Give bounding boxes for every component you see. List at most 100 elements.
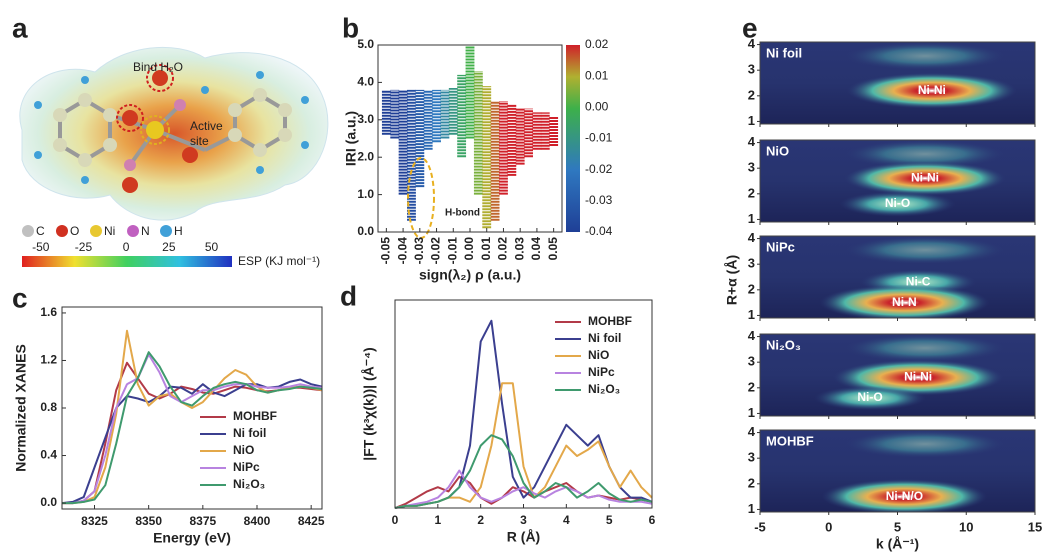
molecule-illustration	[19, 46, 329, 237]
y-tick-label: 3	[748, 354, 755, 369]
annotation: H-bond	[445, 208, 480, 219]
annotation: site	[190, 134, 209, 148]
y-axis-label: |FT (k³χ(k))| (Å⁻⁴)	[361, 347, 377, 460]
x-axis-label: k (Å⁻¹)	[876, 536, 919, 552]
y-axis-label: R+α (Å)	[724, 255, 740, 305]
y-tick-label: 5.0	[357, 37, 374, 51]
panel-name: Ni foil	[766, 45, 802, 60]
y-tick-label: 4.0	[357, 75, 374, 89]
x-tick-label: 4	[563, 513, 570, 527]
panel-name: MOHBF	[766, 433, 814, 448]
colorbar-tick-label: -0.03	[585, 193, 613, 207]
y-tick-label: 4	[748, 134, 756, 149]
series-line	[394, 469, 653, 509]
peak-label: Ni-O	[857, 390, 882, 404]
x-tick-label: 2	[477, 513, 484, 527]
x-tick-label: -0.02	[429, 237, 443, 265]
wavelet-peak	[821, 479, 988, 512]
legend-label: Ni₂O₃	[233, 477, 265, 491]
peak-label: Ni-Ni	[918, 83, 946, 97]
x-tick-label: 0	[825, 519, 832, 534]
annotation: Bind H₂O	[133, 60, 183, 74]
x-tick-label: 5	[606, 513, 613, 527]
y-tick-label: 3	[748, 450, 755, 465]
legend-label: O	[70, 224, 79, 238]
y-tick-label: 1.6	[40, 305, 57, 319]
wavelet-peak	[814, 385, 926, 411]
y-tick-label: 2	[748, 87, 755, 102]
series-line	[62, 353, 323, 505]
x-tick-label: 0	[392, 513, 399, 527]
x-axis-label: Energy (eV)	[153, 530, 231, 546]
colorbar-tick-label: 0.02	[585, 37, 609, 51]
panel-letter: e	[742, 12, 758, 43]
wavelet-panel: Ni-Ni Ni-O Ni₂O₃ 1 2 3 4	[748, 328, 1036, 420]
x-tick-label: 5	[894, 519, 901, 534]
legend-label: MOHBF	[233, 409, 277, 423]
colorbar-tick-label: -0.01	[585, 131, 613, 145]
x-tick-label: 1	[434, 513, 441, 527]
panel-letter: c	[12, 282, 28, 313]
wavelet-peak	[844, 161, 1006, 196]
colorbar-tick-label: -0.02	[585, 162, 613, 176]
x-tick-label: 3	[520, 513, 527, 527]
y-axis-label: IRI (a.u.)	[343, 111, 359, 166]
colorbar-tick-label: 0	[123, 240, 130, 254]
wavelet-streak	[845, 42, 1005, 70]
panel-name: NiO	[766, 143, 789, 158]
legend-label: NiPc	[233, 460, 260, 474]
x-tick-label: 6	[649, 513, 656, 527]
y-tick-label: 4	[748, 424, 756, 439]
y-tick-label: 2.0	[357, 149, 374, 163]
wavelet-streak	[845, 334, 1005, 362]
y-tick-label: 2	[748, 185, 755, 200]
legend-label: NiO	[233, 443, 254, 457]
y-tick-label: 1	[748, 501, 755, 516]
x-tick-label: 0.00	[462, 237, 476, 261]
x-tick-label: 8350	[135, 514, 162, 528]
legend-label: C	[36, 224, 45, 238]
wavelet-map: Ni-Ni	[760, 42, 1035, 124]
legend-label: H	[174, 224, 183, 238]
wavelet-streak	[845, 430, 1005, 458]
y-tick-label: 1	[748, 211, 755, 226]
y-tick-label: 0.8	[40, 400, 57, 414]
panel-name: Ni₂O₃	[766, 337, 801, 352]
x-tick-label: -5	[754, 519, 766, 534]
legend-label: NiPc	[588, 365, 615, 379]
wavelet-panel: Ni-Ni Ni foil 1 2 3 4	[748, 36, 1036, 128]
peak-label: Ni-N	[892, 295, 917, 309]
y-tick-label: 2	[748, 379, 755, 394]
series-line	[394, 434, 653, 509]
colorbar-tick-label: 0.00	[585, 100, 609, 114]
h-bond-outline	[407, 157, 435, 239]
x-tick-label: 0.05	[546, 237, 560, 261]
panel-letter: a	[12, 12, 28, 43]
y-tick-label: 0.0	[357, 224, 374, 238]
series-line	[394, 319, 653, 509]
x-tick-label: 0.04	[529, 237, 543, 261]
y-tick-label: 1	[748, 405, 755, 420]
series-line	[62, 329, 323, 505]
wavelet-peak	[839, 191, 956, 217]
x-tick-label: 0.02	[496, 237, 510, 261]
legend-label: MOHBF	[588, 314, 632, 328]
y-tick-label: 0.4	[40, 448, 57, 462]
panel-name: NiPc	[766, 239, 795, 254]
x-tick-label: 0.01	[479, 237, 493, 261]
x-axis-label: R (Å)	[507, 529, 540, 545]
wavelet-streak	[845, 140, 1005, 168]
y-tick-label: 4	[748, 328, 756, 343]
x-tick-label: -0.03	[412, 237, 426, 265]
series-line	[394, 475, 653, 509]
x-tick-label: 10	[959, 519, 973, 534]
wavelet-panel: Ni-N/O MOHBF 1 2 3 4 -5 0 5 10 15	[748, 424, 1042, 534]
legend-label: Ni₂O₃	[588, 382, 620, 396]
y-tick-label: 3	[748, 62, 755, 77]
y-tick-label: 3	[748, 256, 755, 271]
peak-label: Ni-Ni	[911, 171, 939, 185]
